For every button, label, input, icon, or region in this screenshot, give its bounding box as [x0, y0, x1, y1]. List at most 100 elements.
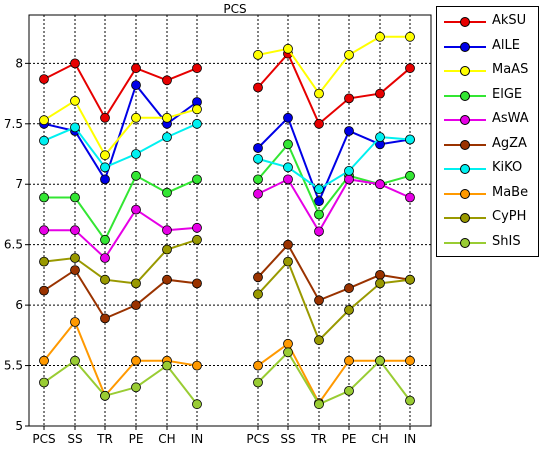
data-point	[100, 162, 110, 173]
series-cyph	[39, 234, 415, 346]
data-point	[283, 139, 293, 150]
data-point	[70, 317, 80, 327]
legend-marker	[460, 188, 470, 199]
data-point	[375, 31, 385, 42]
data-point	[344, 385, 354, 396]
data-point	[100, 112, 110, 123]
series-line	[43, 122, 198, 169]
legend-label: AlLE	[492, 37, 520, 53]
x-tick-label: PCS	[32, 432, 55, 446]
x-tick-label: PE	[342, 432, 357, 446]
data-point	[70, 122, 80, 133]
y-tick-label: 7.5	[4, 117, 23, 131]
data-point	[39, 256, 49, 267]
data-point	[131, 149, 141, 159]
x-tick-label: SS	[280, 432, 295, 446]
x-tick-label: TR	[310, 432, 327, 446]
data-point	[162, 274, 172, 285]
data-point	[253, 153, 263, 164]
legend-item: CyPH	[437, 206, 540, 228]
legend-label: AkSU	[492, 13, 527, 28]
data-point	[162, 75, 172, 86]
series-line	[257, 51, 411, 126]
data-point	[314, 295, 324, 306]
legend-item: AlLE	[437, 35, 540, 57]
data-point	[39, 285, 49, 296]
data-point	[344, 283, 354, 294]
x-tick-label: SS	[67, 432, 82, 446]
data-point	[39, 135, 49, 146]
data-point	[253, 188, 263, 199]
data-point	[283, 162, 293, 173]
data-point	[314, 184, 324, 195]
x-axis: PCS SS TR PE CH IN PCS SS TR PE CH IN	[32, 426, 416, 446]
data-point	[192, 234, 202, 245]
series-line	[43, 83, 198, 182]
data-point	[253, 143, 263, 153]
data-point	[253, 174, 263, 185]
legend-label: ShIS	[492, 233, 521, 249]
series-line	[257, 35, 410, 96]
series-line	[43, 62, 198, 120]
legend-marker	[460, 237, 470, 248]
data-point	[131, 300, 141, 311]
data-point	[39, 377, 49, 388]
data-point	[192, 278, 202, 289]
legend-item: MaAS	[437, 59, 540, 81]
data-point	[131, 112, 141, 123]
data-point	[283, 112, 293, 123]
y-tick-label: 6	[15, 298, 23, 312]
x-tick-label: IN	[191, 432, 204, 446]
legend-item: AkSU	[437, 10, 540, 32]
data-point	[375, 179, 385, 190]
data-point	[192, 63, 202, 74]
data-point	[100, 174, 110, 185]
data-point	[405, 134, 415, 145]
y-tick-label: 5	[15, 419, 23, 433]
data-point	[70, 253, 80, 263]
data-point	[405, 355, 415, 366]
data-point	[39, 115, 49, 126]
series-line	[257, 342, 410, 405]
data-point	[70, 58, 80, 69]
legend-item: AsWA	[437, 108, 540, 130]
data-point	[314, 399, 324, 410]
data-point	[192, 174, 202, 185]
data-point	[162, 225, 172, 236]
data-point	[39, 355, 49, 366]
data-point	[314, 209, 324, 220]
data-point	[70, 265, 80, 276]
data-point	[162, 360, 172, 371]
data-point	[314, 196, 324, 207]
x-tick-label: CH	[371, 432, 388, 446]
data-point	[131, 204, 141, 215]
data-point	[162, 244, 172, 255]
legend-marker	[460, 213, 470, 223]
data-point	[253, 289, 263, 300]
series-kiko	[39, 118, 415, 195]
series-line	[257, 136, 411, 191]
series-line	[257, 115, 411, 204]
legend-label: MaBe	[492, 184, 529, 200]
y-axis: 5 5.5 6 6.5 7 7.5 8	[4, 56, 29, 433]
series-shis	[39, 347, 415, 410]
legend-label: ElGE	[492, 86, 523, 102]
data-point	[344, 165, 354, 176]
series-line	[257, 142, 411, 217]
data-point	[344, 50, 354, 60]
legend-item: KiKO	[437, 157, 540, 179]
legend-marker	[460, 90, 470, 101]
data-point	[131, 63, 141, 74]
series-line	[257, 178, 411, 234]
data-point	[70, 355, 80, 366]
data-point	[131, 80, 141, 90]
data-point	[283, 256, 293, 267]
data-point	[405, 274, 415, 285]
data-point	[192, 360, 202, 371]
chart-title: PCS	[223, 2, 246, 16]
series-line	[43, 268, 198, 320]
data-point	[162, 187, 172, 198]
data-point	[405, 63, 415, 74]
data-point	[405, 192, 415, 203]
